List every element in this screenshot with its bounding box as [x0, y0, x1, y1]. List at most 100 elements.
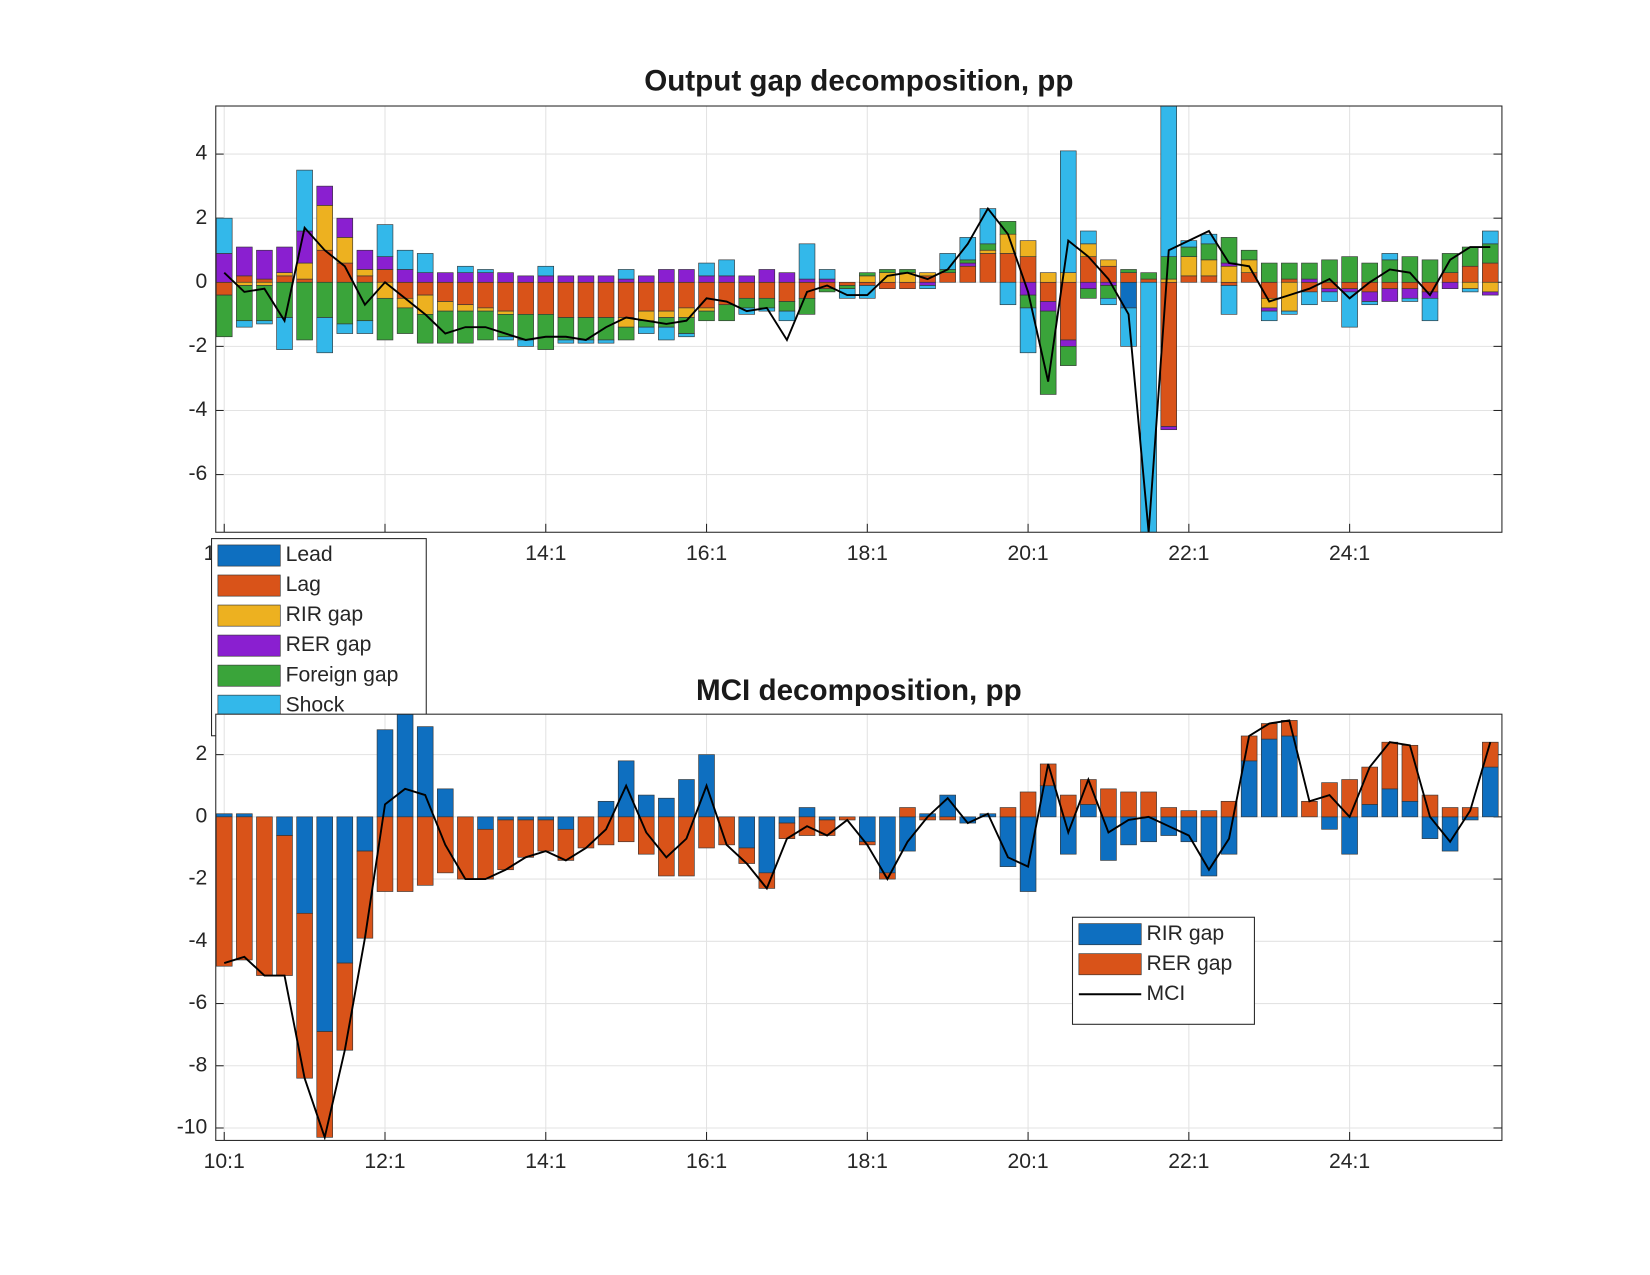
bar	[1019, 294, 1037, 309]
bar	[537, 314, 555, 350]
bar	[798, 278, 816, 283]
bar	[879, 281, 896, 290]
bar	[1281, 310, 1298, 315]
bar	[658, 310, 675, 318]
bar	[638, 281, 655, 312]
x-tick-label: 22:1	[1168, 1150, 1209, 1173]
bar	[1401, 744, 1419, 802]
bar	[276, 246, 293, 273]
bar	[1421, 297, 1439, 322]
y-tick-label: -4	[188, 398, 207, 421]
bar	[316, 185, 333, 206]
bar	[537, 281, 555, 315]
bar	[1381, 788, 1399, 818]
bar	[1482, 262, 1499, 283]
x-tick-label: 18:1	[847, 542, 888, 565]
bar	[638, 326, 655, 334]
legend-label: MCI	[1147, 982, 1186, 1005]
bar	[1260, 738, 1278, 818]
y-tick-label: 0	[196, 270, 208, 293]
bar	[1401, 288, 1419, 299]
bar	[1421, 259, 1439, 283]
chart-title: MCI decomposition, pp	[696, 674, 1022, 707]
axes-box	[215, 105, 1503, 533]
line	[223, 206, 1491, 533]
bar	[1301, 278, 1318, 283]
bar	[818, 816, 836, 821]
bar	[336, 962, 354, 1051]
bar	[658, 797, 675, 818]
bar	[457, 272, 474, 283]
bar	[396, 307, 414, 334]
y-tick-label: -2	[188, 334, 207, 357]
bar	[477, 281, 494, 309]
bar	[678, 333, 695, 338]
bar	[1421, 816, 1439, 839]
bar	[798, 807, 816, 818]
bar	[1160, 278, 1177, 283]
bar	[959, 259, 977, 264]
bar	[597, 281, 615, 318]
bar	[1321, 782, 1338, 818]
bar	[517, 275, 534, 283]
legend-label: Foreign gap	[286, 663, 399, 686]
bar	[1441, 272, 1459, 283]
bar	[678, 281, 695, 309]
bar	[1039, 272, 1057, 283]
bar	[778, 272, 796, 283]
bar	[1281, 735, 1298, 818]
bar	[1381, 281, 1399, 290]
bar	[256, 249, 273, 280]
bar	[1441, 281, 1459, 290]
bar	[1321, 816, 1338, 830]
legend-label: Lag	[286, 573, 321, 596]
bar	[437, 301, 454, 312]
bar	[999, 807, 1017, 818]
bar	[236, 281, 253, 286]
bar	[979, 249, 997, 254]
x-tick-label: 22:1	[1168, 542, 1209, 565]
x-tick-label: 14:1	[525, 1150, 566, 1173]
bar	[356, 275, 374, 283]
bar	[919, 281, 936, 286]
x-tick-label: 16:1	[686, 542, 727, 565]
bar	[899, 807, 916, 818]
bar	[1401, 800, 1419, 818]
bar	[537, 275, 555, 283]
bar	[256, 281, 273, 286]
bar	[477, 307, 494, 312]
bar	[1441, 807, 1459, 818]
bar	[1200, 275, 1218, 283]
bar	[1200, 816, 1218, 877]
bar	[597, 800, 615, 818]
bar	[557, 816, 575, 830]
bar	[1080, 804, 1097, 818]
bar	[718, 259, 735, 277]
y-tick-label: 2	[196, 206, 208, 229]
bar	[1080, 288, 1097, 299]
legend-swatch	[217, 634, 281, 657]
bar	[376, 269, 394, 283]
bar	[939, 816, 956, 821]
bar	[1260, 307, 1278, 312]
bar	[1140, 791, 1157, 818]
bar	[537, 816, 555, 821]
bar	[517, 816, 534, 821]
bar	[1200, 259, 1218, 277]
bar	[336, 217, 354, 238]
bar	[638, 816, 655, 855]
bar	[959, 265, 977, 283]
bar	[1220, 285, 1238, 315]
bar	[597, 317, 615, 341]
bar	[577, 281, 595, 318]
bar	[215, 816, 233, 967]
bar	[497, 281, 514, 312]
bar	[477, 272, 494, 283]
x-tick-label: 24:1	[1329, 542, 1370, 565]
bar	[1341, 816, 1358, 855]
legend-label: Shock	[286, 693, 345, 716]
bar	[396, 714, 414, 818]
bar	[1140, 816, 1157, 843]
bar	[638, 794, 655, 818]
bar	[557, 828, 575, 861]
